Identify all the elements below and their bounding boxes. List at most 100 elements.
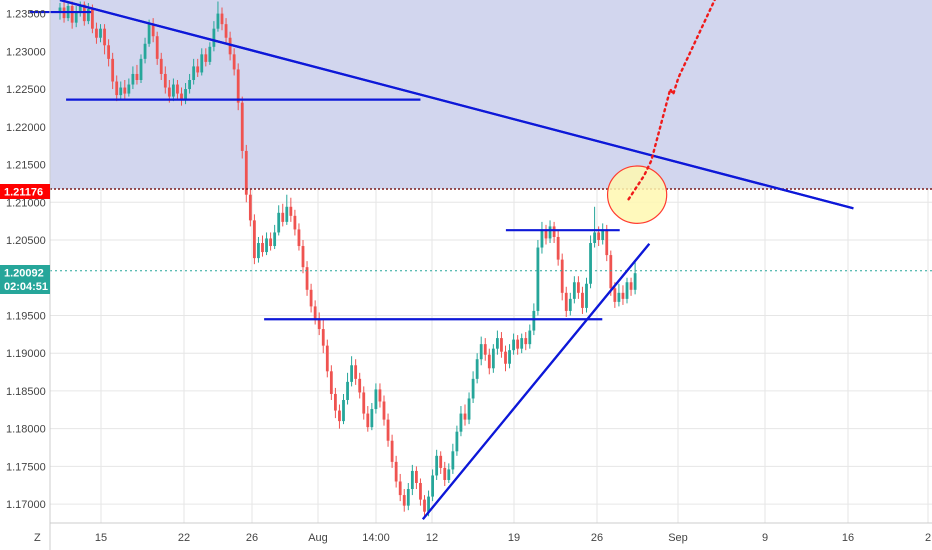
candle-body (536, 247, 540, 311)
candle (155, 31, 159, 65)
candle-body (325, 345, 329, 372)
candle-body (479, 344, 483, 360)
candle (253, 214, 256, 265)
candle-body (74, 12, 78, 23)
candle-body (172, 84, 175, 97)
candle-body (508, 350, 511, 364)
candle-body (196, 66, 200, 73)
candle (459, 406, 463, 437)
candle-body (135, 73, 139, 80)
candle (232, 48, 236, 76)
candle-body (305, 267, 309, 290)
candle-body (589, 243, 592, 284)
candle-body (621, 292, 625, 299)
candle (244, 144, 248, 203)
candle (504, 345, 507, 372)
candle-body (593, 232, 596, 244)
candle-body (633, 273, 637, 290)
x-tick-label: Sep (668, 532, 688, 544)
candle-body (386, 419, 390, 441)
candle-body (572, 282, 576, 299)
candle (123, 79, 127, 100)
candle (508, 344, 511, 369)
candle-body (131, 73, 135, 85)
y-tick-label: 1.21000 (6, 197, 46, 209)
candle (342, 393, 345, 425)
candle (192, 58, 196, 85)
candle-body (528, 330, 532, 345)
candle (500, 332, 503, 358)
candle (220, 7, 224, 31)
candle-body (111, 58, 115, 82)
candle-body (394, 461, 398, 482)
candle-body (240, 102, 244, 151)
candle-body (253, 220, 256, 259)
candle (200, 48, 204, 76)
candle-body (127, 84, 131, 94)
candle (172, 78, 175, 102)
candle-body (313, 306, 317, 319)
x-tick-label: 14:00 (362, 532, 390, 544)
candle (552, 221, 556, 244)
resistance-zone (50, 0, 932, 189)
y-tick-label: 1.19500 (6, 310, 46, 322)
candle (491, 344, 495, 373)
candle (95, 22, 98, 44)
candle-body (455, 431, 459, 452)
candle (293, 209, 297, 236)
timezone-label[interactable]: Z (34, 532, 41, 544)
candle (208, 42, 212, 65)
candle-body (581, 292, 584, 308)
candle-body (184, 89, 187, 100)
candle (398, 473, 402, 502)
candle-body (317, 318, 321, 330)
candle-body (289, 206, 293, 216)
resistance-price-tag: 1.21176 (0, 184, 50, 199)
candle-body (447, 469, 451, 480)
candle (346, 372, 349, 405)
candle-body (451, 451, 455, 470)
candle-body (568, 298, 572, 311)
candle (609, 250, 613, 296)
candle-body (236, 69, 240, 103)
candle-body (540, 229, 544, 248)
candle-body (224, 24, 228, 38)
candle (277, 205, 281, 236)
candle-body (99, 28, 102, 38)
candle (107, 39, 110, 67)
candle (471, 371, 475, 404)
candle (289, 197, 293, 222)
candle-body (483, 344, 487, 355)
current-price-tag: 1.20092 02:04:51 (0, 265, 50, 294)
candle-body (86, 9, 90, 22)
y-tick-label: 1.23000 (6, 46, 46, 58)
candle (390, 434, 394, 468)
candle-body (91, 9, 94, 29)
candle (74, 6, 78, 28)
candle (305, 261, 309, 296)
candle-body (415, 470, 418, 484)
candle-body (119, 87, 123, 96)
candle-body (342, 399, 345, 422)
candle-body (629, 282, 633, 290)
candle-body (297, 229, 301, 247)
candle-body (334, 393, 337, 411)
shaded-zone (50, 0, 932, 189)
candle (382, 395, 386, 426)
rising-trendline-overlay (422, 243, 651, 520)
candle-body (504, 351, 507, 364)
candle (329, 365, 333, 400)
candle-body (496, 338, 499, 349)
candle-body (617, 292, 621, 302)
candle-body (520, 338, 524, 349)
candle (115, 75, 119, 102)
candle-body (516, 339, 520, 349)
candle (151, 18, 155, 43)
candle (483, 338, 487, 361)
candle-body (123, 87, 127, 94)
candle-body (463, 413, 467, 420)
candle (568, 292, 572, 316)
candle (248, 188, 252, 227)
candle-body (609, 255, 613, 289)
